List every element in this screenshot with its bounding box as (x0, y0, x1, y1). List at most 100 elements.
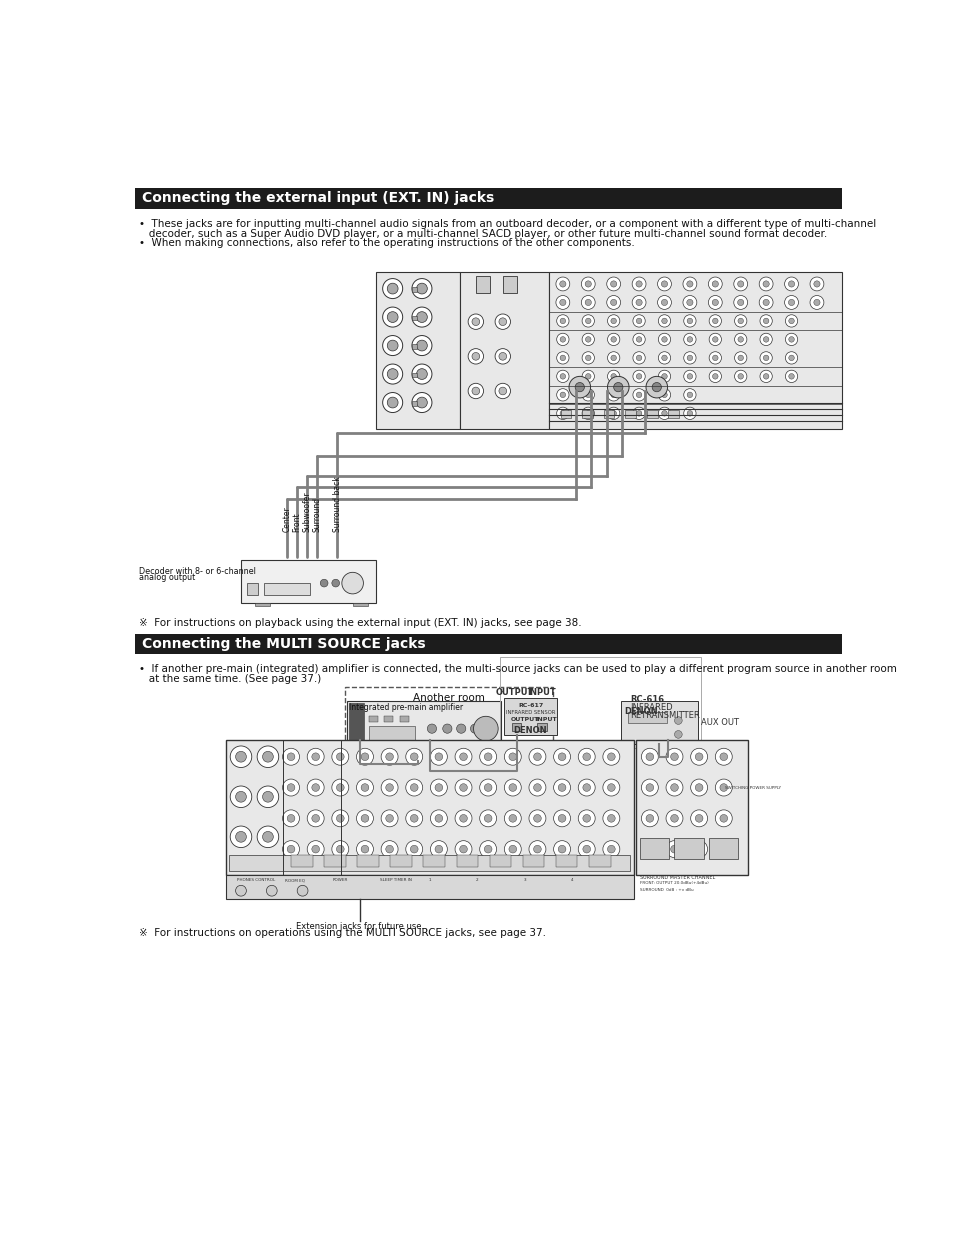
Circle shape (712, 281, 718, 287)
Circle shape (762, 318, 768, 324)
Circle shape (652, 382, 660, 392)
Circle shape (528, 748, 545, 766)
Text: AUX OUT: AUX OUT (700, 717, 739, 727)
Circle shape (533, 814, 540, 823)
Circle shape (640, 779, 658, 797)
Bar (135, 633, 841, 653)
Circle shape (553, 841, 570, 857)
Text: SURROUND MASTER CHANNEL: SURROUND MASTER CHANNEL (639, 875, 715, 880)
Circle shape (734, 370, 746, 382)
Circle shape (356, 748, 373, 766)
Circle shape (712, 318, 718, 324)
Circle shape (381, 779, 397, 797)
Circle shape (762, 299, 768, 306)
Circle shape (661, 336, 666, 343)
Bar (225, 875, 633, 899)
Circle shape (708, 277, 721, 291)
Bar (369, 726, 415, 745)
Circle shape (670, 753, 678, 761)
Circle shape (720, 784, 727, 792)
Circle shape (412, 392, 432, 413)
Circle shape (557, 388, 568, 401)
Bar (603, 411, 614, 418)
Circle shape (784, 314, 797, 327)
Circle shape (607, 388, 619, 401)
Circle shape (442, 724, 452, 734)
Circle shape (557, 370, 568, 382)
Circle shape (470, 724, 479, 734)
Circle shape (412, 335, 432, 355)
Circle shape (559, 411, 565, 416)
Circle shape (504, 748, 520, 766)
Circle shape (287, 814, 294, 823)
Bar (349, 703, 364, 750)
Circle shape (361, 753, 369, 761)
Circle shape (762, 281, 768, 287)
Text: DENON: DENON (624, 708, 658, 716)
Bar (375, 272, 460, 429)
Bar (229, 855, 629, 871)
Text: INPUT: INPUT (527, 688, 556, 696)
Circle shape (553, 748, 570, 766)
Text: OUTPUT: OUTPUT (496, 688, 534, 696)
Circle shape (459, 784, 467, 792)
Circle shape (580, 296, 595, 309)
Circle shape (636, 299, 641, 306)
Circle shape (602, 810, 619, 826)
Circle shape (737, 299, 743, 306)
Circle shape (320, 579, 328, 586)
Circle shape (312, 814, 319, 823)
Circle shape (610, 411, 616, 416)
Circle shape (784, 370, 797, 382)
Circle shape (660, 299, 667, 306)
Circle shape (578, 810, 595, 826)
Circle shape (430, 748, 447, 766)
Circle shape (405, 841, 422, 857)
Bar (412, 287, 416, 292)
Circle shape (636, 318, 641, 324)
Bar (241, 560, 375, 602)
Circle shape (734, 314, 746, 327)
Circle shape (416, 312, 427, 323)
Circle shape (607, 376, 628, 398)
Circle shape (715, 779, 732, 797)
Circle shape (332, 748, 349, 766)
Circle shape (381, 810, 397, 826)
Circle shape (558, 814, 565, 823)
Circle shape (581, 388, 594, 401)
Bar (628, 713, 666, 722)
Circle shape (382, 307, 402, 327)
Circle shape (405, 748, 422, 766)
Text: 2: 2 (476, 878, 478, 882)
Circle shape (235, 792, 246, 802)
Circle shape (658, 407, 670, 419)
Circle shape (645, 753, 653, 761)
Bar (636, 740, 747, 875)
Circle shape (405, 779, 422, 797)
Circle shape (435, 845, 442, 854)
Bar (674, 837, 703, 860)
Circle shape (636, 392, 641, 397)
Circle shape (708, 333, 720, 345)
Circle shape (788, 336, 794, 343)
Circle shape (582, 753, 590, 761)
Circle shape (733, 277, 747, 291)
Circle shape (498, 387, 506, 395)
Circle shape (312, 784, 319, 792)
Circle shape (282, 748, 299, 766)
Circle shape (686, 374, 692, 379)
Text: Decoder with 8- or 6-channel: Decoder with 8- or 6-channel (138, 567, 255, 575)
Circle shape (760, 333, 772, 345)
Circle shape (610, 355, 616, 361)
Circle shape (712, 374, 718, 379)
Bar (588, 855, 610, 867)
Circle shape (607, 407, 619, 419)
Circle shape (385, 784, 393, 792)
Circle shape (332, 810, 349, 826)
Circle shape (581, 314, 594, 327)
Circle shape (585, 374, 591, 379)
Circle shape (230, 826, 252, 847)
Circle shape (553, 810, 570, 826)
Circle shape (636, 281, 641, 287)
Circle shape (332, 779, 349, 797)
